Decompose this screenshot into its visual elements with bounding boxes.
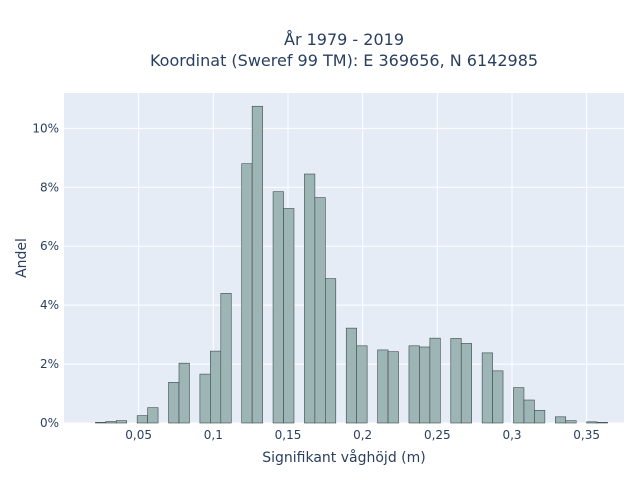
y-tick-label-5: 10% bbox=[32, 121, 59, 135]
y-tick-label-3: 6% bbox=[40, 239, 59, 253]
histogram-bar-24 bbox=[450, 338, 462, 424]
histogram-bar-29 bbox=[523, 399, 535, 424]
histogram-bar-1 bbox=[105, 421, 117, 424]
x-axis-ticks: 0,05 0,1 0,15 0,2 0,25 0,3 0,35 bbox=[125, 428, 600, 442]
histogram-bar-15 bbox=[314, 197, 326, 424]
histogram-bar-0 bbox=[95, 422, 107, 424]
histogram-bar-13 bbox=[283, 208, 295, 424]
histogram-bar-21 bbox=[408, 345, 420, 424]
histogram-bar-8 bbox=[210, 350, 222, 424]
histogram-bar-9 bbox=[220, 293, 232, 424]
histogram-bar-6 bbox=[178, 362, 190, 424]
histogram-bar-4 bbox=[147, 407, 159, 424]
histogram-bar-14 bbox=[304, 173, 316, 424]
histogram-bar-26 bbox=[481, 352, 493, 424]
histogram-bar-18 bbox=[356, 345, 368, 424]
y-tick-label-0: 0% bbox=[40, 416, 59, 430]
histogram-bar-5 bbox=[168, 382, 180, 424]
x-tick-label-1: 0,1 bbox=[204, 428, 223, 442]
histogram-bar-23 bbox=[429, 337, 441, 424]
histogram-bar-12 bbox=[272, 191, 284, 424]
histogram-bar-3 bbox=[136, 415, 148, 424]
histogram-bar-2 bbox=[115, 420, 128, 424]
histogram-bar-22 bbox=[419, 346, 431, 424]
y-axis-title: Andel bbox=[14, 238, 30, 278]
y-axis-ticks: 0% 2% 4% 6% 8% 10% bbox=[32, 121, 59, 430]
y-tick-label-4: 8% bbox=[40, 180, 59, 194]
histogram-bar-16 bbox=[325, 278, 337, 424]
chart-title-line-1: År 1979 - 2019 bbox=[284, 30, 404, 49]
histogram-bar-7 bbox=[199, 373, 211, 424]
x-tick-label-6: 0,35 bbox=[573, 428, 600, 442]
histogram-bar-28 bbox=[513, 387, 525, 424]
histogram-bar-34 bbox=[596, 422, 608, 424]
plot-area bbox=[64, 93, 624, 423]
histogram-bar-30 bbox=[534, 410, 546, 424]
histogram-bar-27 bbox=[492, 370, 504, 424]
x-tick-label-0: 0,05 bbox=[125, 428, 152, 442]
histogram-bar-33 bbox=[586, 421, 598, 424]
x-axis-title: Signifikant våghöjd (m) bbox=[262, 449, 425, 466]
x-tick-label-4: 0,25 bbox=[424, 428, 451, 442]
histogram-bar-32 bbox=[565, 420, 577, 424]
histogram-bar-20 bbox=[387, 351, 399, 424]
histogram-bar-10 bbox=[241, 163, 253, 424]
y-tick-label-2: 4% bbox=[40, 298, 59, 312]
x-tick-label-3: 0,2 bbox=[353, 428, 372, 442]
x-tick-label-5: 0,3 bbox=[502, 428, 521, 442]
y-tick-label-1: 2% bbox=[40, 357, 59, 371]
histogram-bar-11 bbox=[251, 105, 263, 424]
histogram-bar-25 bbox=[460, 343, 472, 424]
histogram-bar-19 bbox=[377, 349, 389, 424]
bars bbox=[95, 105, 608, 424]
histogram-bar-31 bbox=[555, 416, 567, 424]
x-tick-label-2: 0,15 bbox=[275, 428, 302, 442]
chart-title-line-2: Koordinat (Sweref 99 TM): E 369656, N 61… bbox=[150, 51, 538, 70]
histogram-bar-17 bbox=[345, 327, 357, 424]
